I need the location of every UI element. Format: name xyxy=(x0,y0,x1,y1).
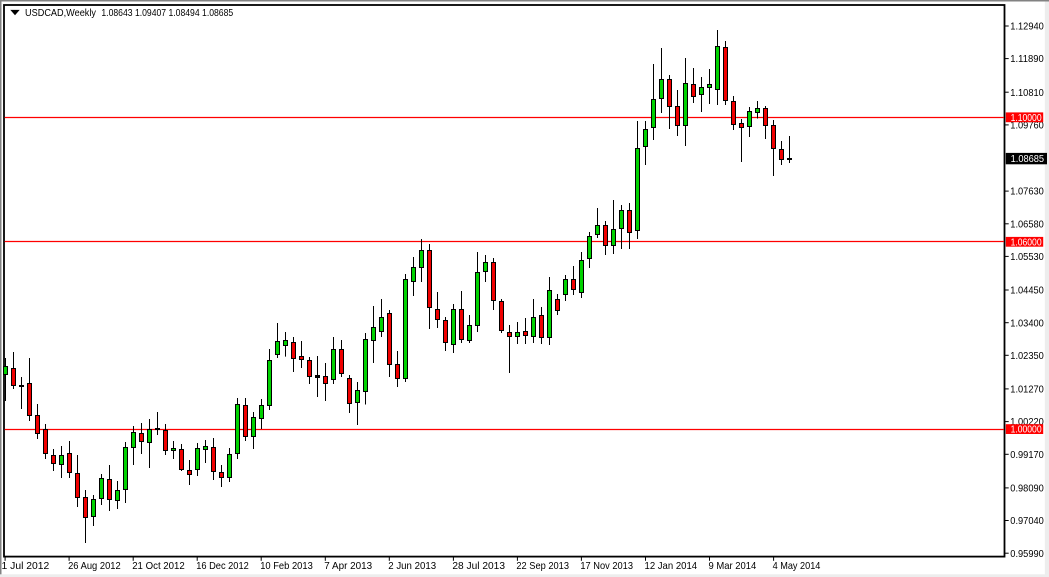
svg-text:0.97040: 0.97040 xyxy=(1010,515,1044,527)
svg-text:0.95990: 0.95990 xyxy=(1010,548,1044,560)
svg-text:1.09760: 1.09760 xyxy=(1010,120,1044,132)
svg-text:12 Jan 2014: 12 Jan 2014 xyxy=(645,560,698,572)
svg-text:9 Mar 2014: 9 Mar 2014 xyxy=(709,560,757,572)
svg-text:1.02350: 1.02350 xyxy=(1010,350,1044,362)
svg-text:10 Feb 2013: 10 Feb 2013 xyxy=(260,560,313,572)
svg-text:21 Oct 2012: 21 Oct 2012 xyxy=(132,560,185,572)
svg-text:1.12940: 1.12940 xyxy=(1010,21,1044,33)
svg-text:16 Dec 2012: 16 Dec 2012 xyxy=(196,560,249,572)
svg-text:1.05530: 1.05530 xyxy=(1010,251,1044,263)
svg-text:1.06000: 1.06000 xyxy=(1011,236,1042,248)
svg-text:22 Sep 2013: 22 Sep 2013 xyxy=(516,560,569,572)
svg-text:0.99170: 0.99170 xyxy=(1010,449,1044,461)
svg-text:1.10000: 1.10000 xyxy=(1011,112,1042,124)
svg-text:26 Aug 2012: 26 Aug 2012 xyxy=(68,560,121,572)
svg-text:4 May 2014: 4 May 2014 xyxy=(773,560,821,572)
svg-text:2 Jun 2013: 2 Jun 2013 xyxy=(388,560,436,572)
svg-text:28 Jul 2013: 28 Jul 2013 xyxy=(452,560,505,572)
svg-text:1 Jul 2012: 1 Jul 2012 xyxy=(2,560,50,572)
svg-text:1.10810: 1.10810 xyxy=(1010,87,1044,99)
svg-text:1.11890: 1.11890 xyxy=(1010,53,1044,65)
svg-text:USDCAD,Weekly: USDCAD,Weekly xyxy=(25,7,97,19)
svg-text:1.08643 1.09407 1.08494 1.0868: 1.08643 1.09407 1.08494 1.08685 xyxy=(101,7,233,19)
svg-text:1.06580: 1.06580 xyxy=(1010,218,1044,230)
svg-text:17 Nov 2013: 17 Nov 2013 xyxy=(580,560,633,572)
svg-text:1.01270: 1.01270 xyxy=(1010,384,1044,396)
svg-text:1.04450: 1.04450 xyxy=(1010,285,1044,297)
svg-text:1.07630: 1.07630 xyxy=(1010,186,1044,198)
svg-text:1.08685: 1.08685 xyxy=(1011,153,1045,165)
svg-text:1.00000: 1.00000 xyxy=(1011,424,1042,436)
svg-text:7 Apr 2013: 7 Apr 2013 xyxy=(324,560,372,572)
svg-text:0.98090: 0.98090 xyxy=(1010,483,1044,495)
svg-text:1.03400: 1.03400 xyxy=(1010,317,1044,329)
